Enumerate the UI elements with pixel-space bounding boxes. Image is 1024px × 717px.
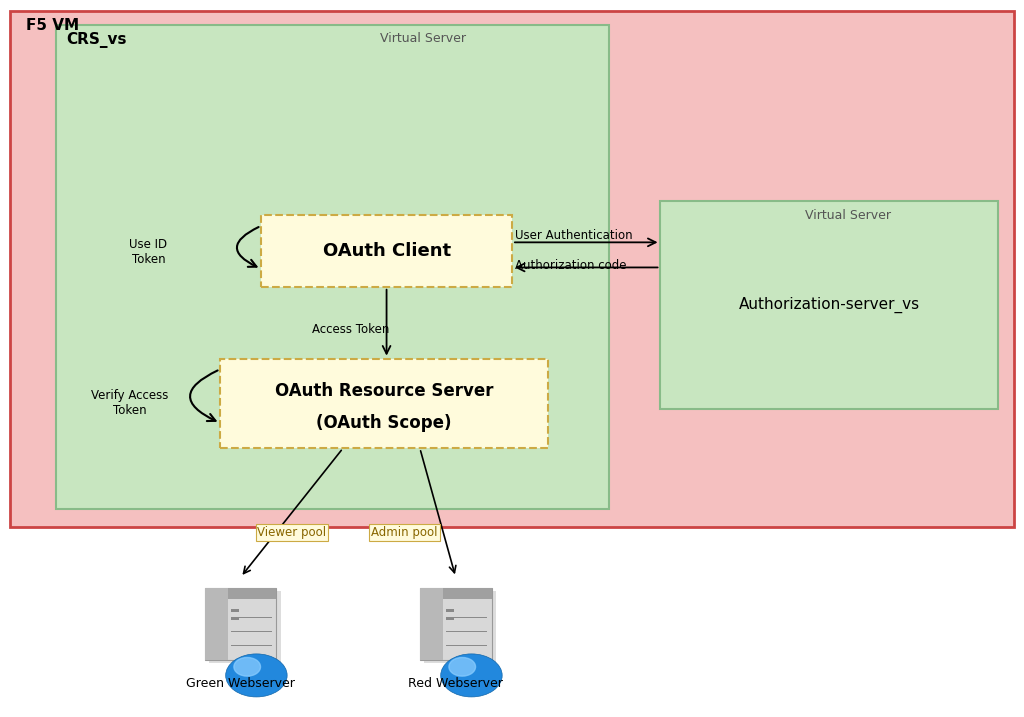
Text: Viewer pool: Viewer pool xyxy=(257,526,327,539)
FancyBboxPatch shape xyxy=(442,588,492,599)
FancyBboxPatch shape xyxy=(205,588,227,660)
FancyBboxPatch shape xyxy=(660,201,998,409)
FancyBboxPatch shape xyxy=(445,609,454,612)
Text: Access Token: Access Token xyxy=(312,323,390,336)
Text: User Authentication: User Authentication xyxy=(515,229,633,242)
FancyBboxPatch shape xyxy=(230,609,239,612)
Text: Green Webserver: Green Webserver xyxy=(186,677,295,690)
FancyBboxPatch shape xyxy=(420,588,492,660)
Text: OAuth Resource Server: OAuth Resource Server xyxy=(274,381,494,400)
Circle shape xyxy=(250,673,274,690)
Text: Authorization code: Authorization code xyxy=(515,259,627,272)
Text: (OAuth Scope): (OAuth Scope) xyxy=(316,414,452,432)
FancyBboxPatch shape xyxy=(227,588,276,599)
Circle shape xyxy=(465,673,489,690)
Text: Red Webserver: Red Webserver xyxy=(409,677,503,690)
Text: Virtual Server: Virtual Server xyxy=(380,32,466,45)
Circle shape xyxy=(225,654,287,697)
FancyBboxPatch shape xyxy=(205,588,276,660)
Text: OAuth Client: OAuth Client xyxy=(323,242,452,260)
Text: F5 VM: F5 VM xyxy=(26,18,79,33)
Text: Authorization-server_vs: Authorization-server_vs xyxy=(739,297,920,313)
FancyArrowPatch shape xyxy=(237,227,259,267)
FancyBboxPatch shape xyxy=(10,11,1014,527)
Text: Verify Access
Token: Verify Access Token xyxy=(91,389,169,417)
FancyArrowPatch shape xyxy=(190,371,218,421)
Circle shape xyxy=(233,657,260,676)
FancyBboxPatch shape xyxy=(220,358,548,448)
Text: Admin pool: Admin pool xyxy=(372,526,437,539)
FancyBboxPatch shape xyxy=(209,591,281,663)
Circle shape xyxy=(449,657,475,676)
Text: Use ID
Token: Use ID Token xyxy=(129,238,168,267)
FancyBboxPatch shape xyxy=(445,617,454,620)
FancyBboxPatch shape xyxy=(261,215,512,287)
FancyBboxPatch shape xyxy=(424,591,496,663)
Text: CRS_vs: CRS_vs xyxy=(67,32,127,48)
Circle shape xyxy=(440,654,502,697)
FancyBboxPatch shape xyxy=(230,617,239,620)
Text: Virtual Server: Virtual Server xyxy=(805,209,891,222)
FancyBboxPatch shape xyxy=(420,588,442,660)
FancyBboxPatch shape xyxy=(56,25,609,509)
